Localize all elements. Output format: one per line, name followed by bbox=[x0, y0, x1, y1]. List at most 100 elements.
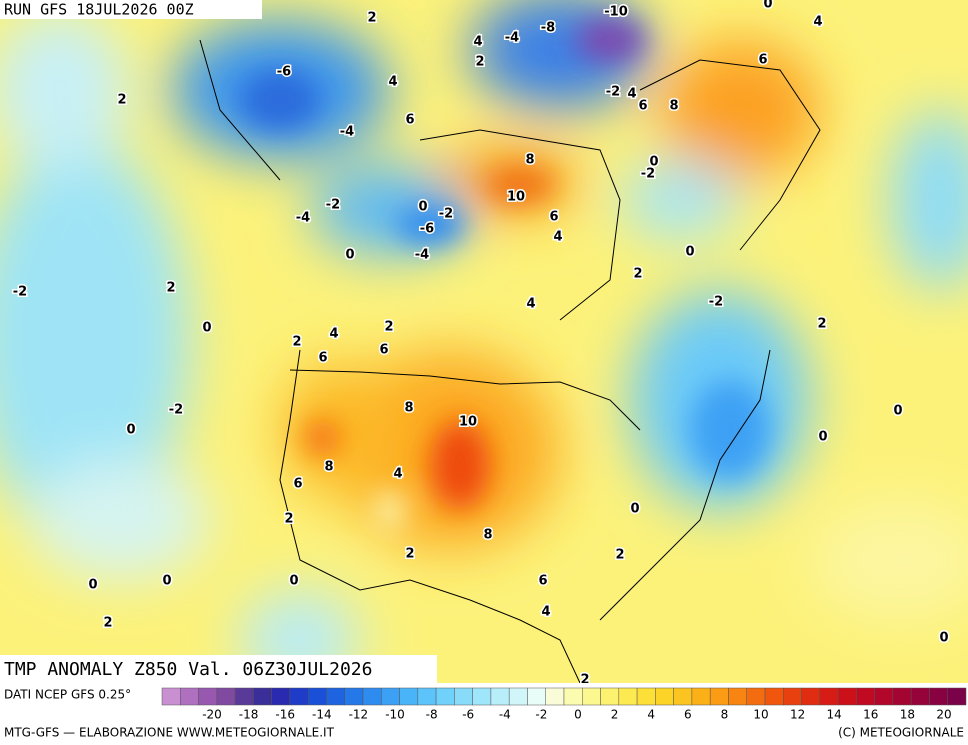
colorbar-swatch bbox=[709, 687, 729, 706]
coastlines bbox=[199, 39, 821, 683]
colorbar-tick-label: -16 bbox=[275, 708, 295, 722]
contour-label: 4 bbox=[627, 87, 636, 102]
colorbar-swatch bbox=[929, 687, 948, 706]
contour-label: 0 bbox=[818, 430, 827, 445]
contour-label: -2 bbox=[709, 295, 723, 310]
contour-label: 4 bbox=[473, 35, 482, 50]
contour-label: 0 bbox=[630, 502, 639, 517]
colorbar-swatch bbox=[856, 687, 875, 706]
contour-label: 0 bbox=[893, 404, 902, 419]
colorbar-swatch bbox=[307, 687, 327, 706]
contour-label: 2 bbox=[475, 55, 484, 70]
contour-label: 2 bbox=[292, 335, 301, 350]
contour-label: 2 bbox=[817, 317, 826, 332]
contour-label: -4 bbox=[296, 211, 310, 226]
contour-label: -6 bbox=[277, 65, 291, 80]
contour-label: 10 bbox=[459, 415, 477, 430]
contour-label: 2 bbox=[284, 512, 293, 527]
contour-label: 2 bbox=[384, 320, 393, 335]
contour-label: 8 bbox=[525, 153, 534, 168]
contour-label: -2 bbox=[439, 207, 453, 222]
colorbar-swatch bbox=[947, 687, 967, 706]
contour-label: -10 bbox=[604, 5, 628, 20]
colorbar-swatch bbox=[234, 687, 254, 706]
colorbar-tick-label: 2 bbox=[611, 708, 619, 722]
colorbar-tick-label: 18 bbox=[900, 708, 915, 722]
contour-label: 2 bbox=[103, 616, 112, 631]
colorbar-swatch bbox=[326, 687, 345, 706]
colorbar-tick-label: 14 bbox=[827, 708, 842, 722]
contour-label: 0 bbox=[763, 0, 772, 12]
colorbar-swatch bbox=[344, 687, 364, 706]
colorbar-tick-label: -8 bbox=[426, 708, 438, 722]
colorbar-tick-label: -20 bbox=[202, 708, 222, 722]
contour-label: -8 bbox=[541, 21, 555, 36]
map-title: TMP ANOMALY Z850 Val. 06Z30JUL2026 bbox=[4, 659, 372, 680]
colorbar-tick-label: 12 bbox=[790, 708, 805, 722]
colorbar-tick-label: 4 bbox=[647, 708, 655, 722]
contour-label: 6 bbox=[405, 113, 414, 128]
contour-label: -6 bbox=[420, 222, 434, 237]
colorbar-tick-label: 0 bbox=[574, 708, 582, 722]
contour-label: 8 bbox=[404, 401, 413, 416]
colorbar-swatch bbox=[618, 687, 638, 706]
colorbar-swatch bbox=[253, 687, 272, 706]
contour-label: 0 bbox=[126, 423, 135, 438]
colorbar-swatch bbox=[289, 687, 309, 706]
colorbar-tick-label: 20 bbox=[936, 708, 951, 722]
colorbar-swatch bbox=[837, 687, 857, 706]
contour-label: 0 bbox=[345, 248, 354, 263]
colorbar-swatch bbox=[180, 687, 199, 706]
colorbar-swatch bbox=[161, 687, 181, 706]
colorbar-tick-label: 8 bbox=[721, 708, 729, 722]
contour-label: 8 bbox=[669, 99, 678, 114]
contour-label: 4 bbox=[388, 75, 397, 90]
colorbar-swatch bbox=[874, 687, 894, 706]
contour-label: 6 bbox=[538, 574, 547, 589]
colorbar-swatch bbox=[216, 687, 236, 706]
contour-label: 8 bbox=[483, 528, 492, 543]
colorbar-swatch bbox=[801, 687, 821, 706]
credit: MTG-GFS — ELABORAZIONE WWW.METEOGIORNALE… bbox=[4, 726, 335, 740]
colorbar-swatch bbox=[362, 687, 382, 706]
contour-label: 6 bbox=[318, 351, 327, 366]
colorbar-swatch bbox=[910, 687, 930, 706]
contour-label: 2 bbox=[405, 547, 414, 562]
colorbar-swatch bbox=[691, 687, 711, 706]
contour-label: -2 bbox=[641, 167, 655, 182]
colorbar-tick-label: 10 bbox=[753, 708, 768, 722]
contour-label: 0 bbox=[289, 574, 298, 589]
contour-label: 10 bbox=[507, 190, 525, 205]
contour-label: -2 bbox=[326, 198, 340, 213]
colorbar-swatch bbox=[198, 687, 218, 706]
contour-label: 6 bbox=[293, 477, 302, 492]
colorbar-swatch bbox=[417, 687, 437, 706]
header-box bbox=[0, 0, 262, 19]
contour-label: 4 bbox=[813, 15, 822, 30]
contour-label: 0 bbox=[649, 155, 658, 170]
colorbar: -20 -18 -16 -14 -12 -10 -8 -6 -4 -2 0 2 4 6 8 10 12 14 16 1… bbox=[161, 687, 967, 722]
contour-label: 8 bbox=[324, 460, 333, 475]
colorbar-swatch bbox=[454, 687, 473, 706]
contour-label: 2 bbox=[367, 11, 376, 26]
contour-label: -2 bbox=[606, 85, 620, 100]
contour-label: 4 bbox=[553, 230, 562, 245]
colorbar-tick-label: -18 bbox=[239, 708, 259, 722]
contour-label: 6 bbox=[549, 210, 558, 225]
contour-label: 0 bbox=[685, 245, 694, 260]
contour-label: 2 bbox=[633, 267, 642, 282]
colorbar-swatch bbox=[545, 687, 565, 706]
colorbar-swatch bbox=[600, 687, 620, 706]
contour-label: 4 bbox=[526, 297, 535, 312]
colorbar-swatch bbox=[563, 687, 583, 706]
contour-label: 4 bbox=[393, 467, 402, 482]
colorbar-swatch bbox=[508, 687, 528, 706]
colorbar-tick-label: -6 bbox=[462, 708, 474, 722]
contour-label: 0 bbox=[88, 578, 97, 593]
contour-label: 6 bbox=[758, 53, 767, 68]
contour-label: -2 bbox=[169, 403, 183, 418]
contour-label: 0 bbox=[418, 200, 427, 215]
colorbar-tick-label: -12 bbox=[349, 708, 369, 722]
